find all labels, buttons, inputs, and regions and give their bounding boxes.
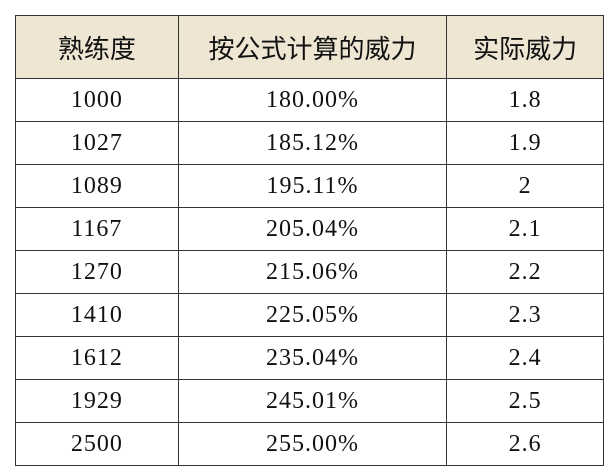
table-cell: 185.12% (177, 121, 448, 165)
header-cell: 熟练度 (15, 15, 179, 79)
header-cell: 按公式计算的威力 (177, 15, 448, 79)
table-cell: 205.04% (177, 207, 448, 251)
table-header: 熟练度 按公式计算的威力 实际威力 (15, 15, 604, 79)
header-cell: 实际威力 (446, 15, 604, 79)
table-cell: 2.5 (446, 379, 604, 423)
table-cell: 2.4 (446, 336, 604, 380)
table-cell: 1.9 (446, 121, 604, 165)
table-row: 2500 255.00% 2.6 (15, 422, 604, 466)
table-cell: 180.00% (177, 78, 448, 122)
table-body: 1000 180.00% 1.8 1027 185.12% 1.9 1089 195.11% 2… (15, 78, 604, 466)
table-cell: 2.1 (446, 207, 604, 251)
table-cell: 1612 (15, 336, 179, 380)
table-cell: 1089 (15, 164, 179, 208)
table-row: 1000 180.00% 1.8 (15, 78, 604, 122)
table-cell: 245.01% (177, 379, 448, 423)
table-row: 1027 185.12% 1.9 (15, 121, 604, 165)
table-cell: 235.04% (177, 336, 448, 380)
table-row: 1089 195.11% 2 (15, 164, 604, 208)
header-row: 熟练度 按公式计算的威力 实际威力 (15, 15, 604, 79)
table-cell: 2.6 (446, 422, 604, 466)
data-table: 熟练度 按公式计算的威力 实际威力 1000 180.00% 1.8 1027 185.12… (15, 15, 604, 466)
table-row: 1929 245.01% 2.5 (15, 379, 604, 423)
table-cell: 2.3 (446, 293, 604, 337)
table-row: 1167 205.04% 2.1 (15, 207, 604, 251)
table-cell: 1410 (15, 293, 179, 337)
table-cell: 225.05% (177, 293, 448, 337)
table-cell: 215.06% (177, 250, 448, 294)
table-cell: 1270 (15, 250, 179, 294)
table-row: 1410 225.05% 2.3 (15, 293, 604, 337)
table-cell: 1000 (15, 78, 179, 122)
table-cell: 1929 (15, 379, 179, 423)
table-cell: 1027 (15, 121, 179, 165)
table-row: 1612 235.04% 2.4 (15, 336, 604, 380)
table-cell: 2.2 (446, 250, 604, 294)
table-row: 1270 215.06% 2.2 (15, 250, 604, 294)
table-cell: 195.11% (177, 164, 448, 208)
table-cell: 1.8 (446, 78, 604, 122)
table-cell: 2 (446, 164, 604, 208)
table-cell: 255.00% (177, 422, 448, 466)
table-cell: 2500 (15, 422, 179, 466)
table-cell: 1167 (15, 207, 179, 251)
